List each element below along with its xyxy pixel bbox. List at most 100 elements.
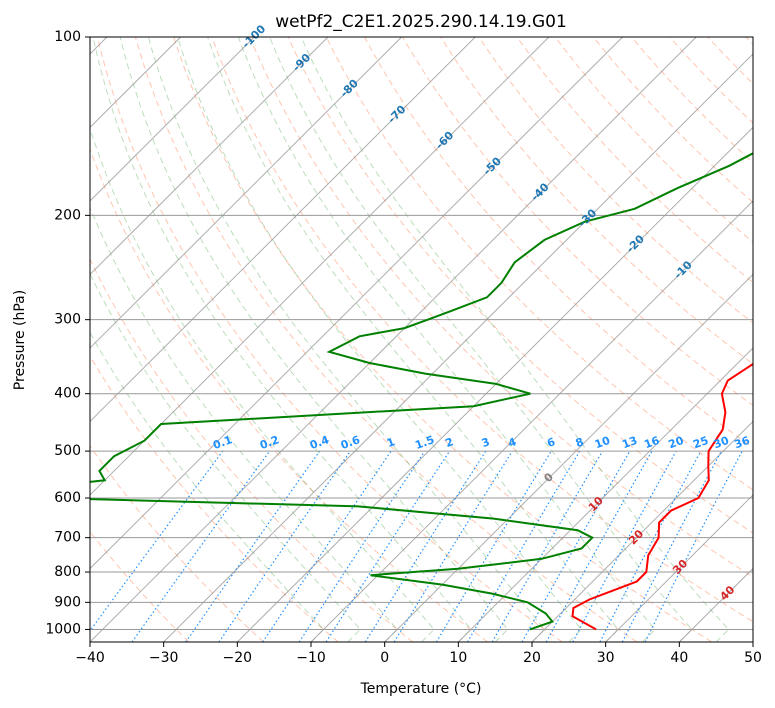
- mixing-ratio-line: [131, 450, 271, 642]
- isotherm-line: [457, 347, 753, 642]
- dry-adiabat: [707, 37, 753, 85]
- dry-adiabat: [516, 37, 753, 284]
- dry-adiabat: [90, 445, 264, 642]
- x-tick-label: 10: [449, 650, 467, 666]
- isotherm-line: [531, 420, 753, 642]
- line-labels: -100-90-80-70-60-50-40-30-20-10010203040…: [211, 22, 751, 603]
- isotherm-line: [678, 567, 753, 642]
- dry-adiabat: [90, 147, 488, 642]
- isotherm-line: [90, 37, 402, 349]
- mixing-ratio-label: 16: [642, 434, 661, 452]
- moist-adiabat: [147, 37, 546, 642]
- isotherm-line: [310, 200, 753, 642]
- isotherm-line: [90, 37, 329, 276]
- isotherm-line: [605, 494, 753, 642]
- mixing-ratio-label: 36: [733, 434, 752, 452]
- mixing-ratio-line: [218, 450, 351, 642]
- dewpoint-profile: [90, 152, 753, 631]
- mixing-ratio-line: [491, 450, 604, 642]
- mixing-ratio-label: 30: [712, 434, 731, 452]
- dry-adiabat: [592, 37, 753, 204]
- mixing-ratio-label: 8: [574, 435, 586, 450]
- mixing-ratio-label: 13: [620, 434, 639, 451]
- dry-adiabat: [90, 258, 414, 642]
- isotherm-line: [90, 37, 476, 423]
- mixing-ratio-line: [521, 450, 631, 642]
- y-tick-label: 1000: [45, 621, 81, 637]
- isotherm-label: -80: [338, 77, 361, 100]
- y-tick-label: 800: [54, 564, 81, 580]
- isotherm-line: [163, 53, 753, 642]
- moist-adiabat: [92, 37, 472, 642]
- axes: −40 −30 −20 −10 0 10 20 30 40 5010020030040050060…: [45, 29, 762, 666]
- dry-adiabat: [134, 37, 638, 642]
- mixing-ratio-line: [393, 450, 513, 642]
- mixing-ratio-label: 20: [667, 434, 686, 452]
- plot-frame: [89, 36, 754, 643]
- dry-adiabat: [631, 37, 753, 164]
- x-tick-label: 40: [670, 650, 688, 666]
- x-tick-label: 20: [523, 650, 541, 666]
- mixing-ratio-label: 0.4: [308, 433, 331, 452]
- isotherm-label: 20: [626, 527, 646, 547]
- x-tick-label: −10: [296, 650, 326, 666]
- dry-adiabat: [745, 37, 753, 45]
- y-tick-label: 100: [54, 29, 81, 45]
- moist-adiabat: [90, 126, 435, 642]
- chart-title: wetPf2_C2E1.2025.290.14.19.G01: [275, 12, 567, 32]
- y-tick-label: 300: [54, 312, 81, 328]
- dry-adiabat: [402, 37, 753, 406]
- isotherm-line: [90, 37, 255, 202]
- mixing-ratio-line: [325, 450, 451, 642]
- isotherm-line: [90, 37, 623, 570]
- mixing-ratio-label: 25: [691, 434, 710, 451]
- background-lines: [90, 37, 753, 642]
- mixing-ratio-line: [435, 450, 552, 642]
- moist-adiabat: [207, 37, 619, 642]
- x-tick-label: 50: [744, 650, 762, 666]
- dry-adiabat: [96, 37, 563, 642]
- dry-adiabat: [440, 37, 753, 365]
- y-tick-label: 700: [54, 530, 81, 546]
- y-tick-label: 600: [54, 490, 81, 506]
- isotherm-line: [236, 126, 753, 642]
- y-tick-label: 900: [54, 594, 81, 610]
- dry-adiabat: [249, 37, 753, 578]
- mixing-ratio-line: [466, 450, 581, 642]
- dry-adiabat: [478, 37, 753, 324]
- mixing-ratio-label: 1: [385, 435, 397, 450]
- moist-adiabat: [119, 37, 509, 642]
- isotherm-line: [90, 37, 550, 496]
- y-axis-label: Pressure (hPa): [12, 290, 28, 390]
- y-tick-label: 200: [54, 207, 81, 223]
- isotherm-line: [90, 37, 697, 642]
- moist-adiabat: [90, 272, 362, 642]
- dry-adiabat: [287, 37, 753, 534]
- profiles: [90, 152, 753, 631]
- mixing-ratio-line: [364, 450, 487, 642]
- dry-adiabat: [90, 530, 190, 642]
- dry-adiabat: [325, 37, 753, 491]
- x-tick-label: −40: [75, 650, 105, 666]
- dry-adiabat: [554, 37, 753, 243]
- mixing-ratio-line: [572, 450, 677, 642]
- mixing-ratio-line: [545, 450, 653, 642]
- dry-adiabat: [173, 37, 712, 642]
- mixing-ratio-label: 6: [545, 435, 557, 450]
- x-axis-label: Temperature (°C): [360, 681, 482, 697]
- y-tick-label: 500: [54, 443, 81, 459]
- mixing-ratio-label: 1.5: [413, 433, 436, 452]
- moist-adiabat: [90, 331, 325, 642]
- dry-adiabat: [669, 37, 753, 124]
- mixing-ratio-label: 2: [444, 435, 456, 450]
- mixing-ratio-label: 4: [506, 435, 518, 450]
- dry-adiabat: [90, 355, 339, 642]
- isotherm-line: [752, 641, 753, 642]
- moist-adiabat: [300, 37, 730, 642]
- mixing-ratio-label: 0.2: [258, 433, 281, 452]
- mixing-ratio-line: [599, 450, 702, 642]
- temperature-profile: [571, 362, 753, 631]
- y-tick-label: 400: [54, 386, 81, 402]
- moist-adiabat: [237, 37, 656, 642]
